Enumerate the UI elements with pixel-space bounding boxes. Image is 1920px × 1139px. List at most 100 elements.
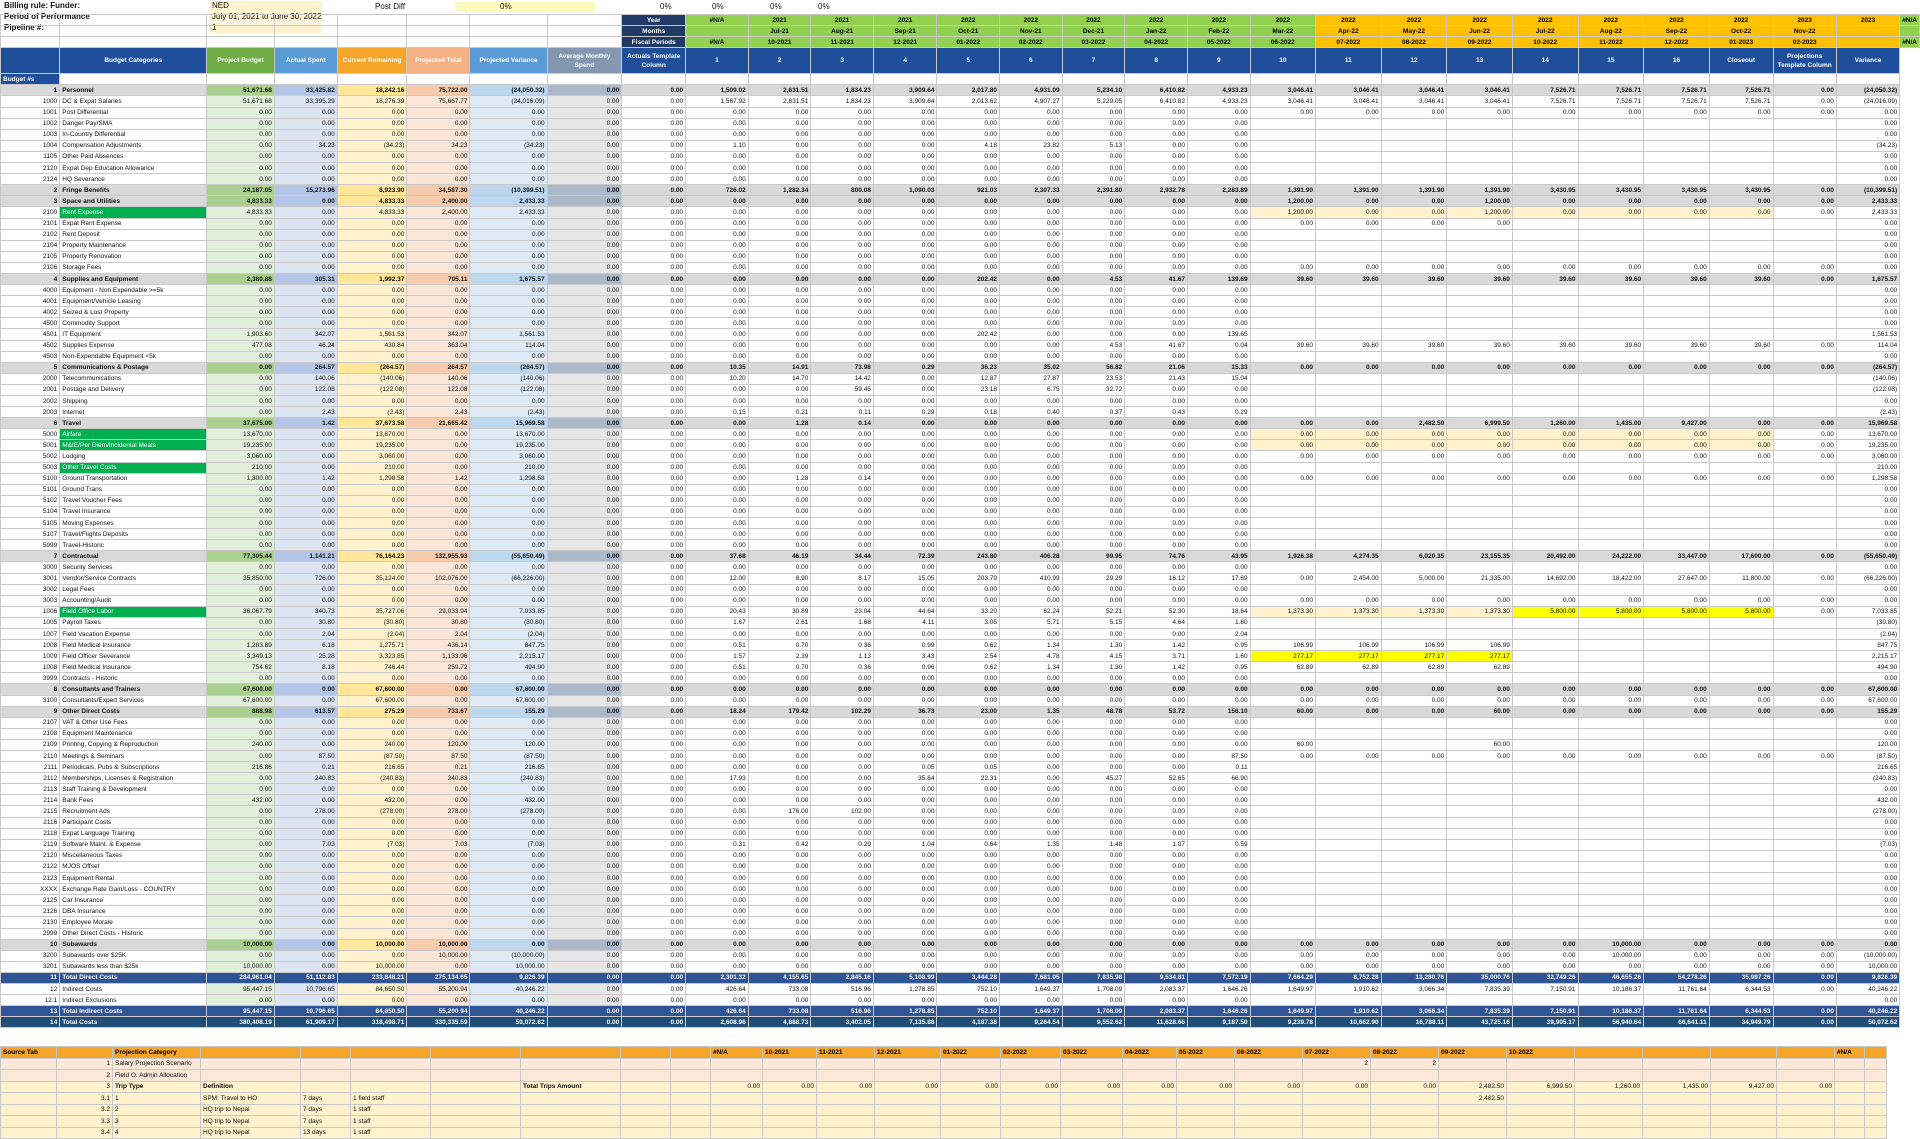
footer-cell[interactable] [1438, 1115, 1507, 1128]
value-cell[interactable]: 0.14 [810, 417, 874, 430]
value-cell[interactable]: 0.00 [747, 195, 812, 208]
value-cell[interactable]: 0.00 [685, 417, 749, 430]
value-cell[interactable]: 0.00 [810, 306, 874, 319]
value-cell[interactable]: 0.00 [810, 250, 874, 263]
value-cell[interactable]: 140.06 [273, 372, 338, 385]
value-cell[interactable]: 46.24 [273, 339, 338, 352]
value-cell[interactable]: 39.60 [1380, 272, 1448, 286]
value-cell[interactable]: 10,186.37 [1577, 982, 1645, 996]
value-cell[interactable]: 2.54 [936, 650, 1001, 663]
footer-cell[interactable]: 0.00 [1302, 1080, 1371, 1093]
value-cell[interactable]: 0.00 [747, 727, 812, 740]
value-cell[interactable]: 3.43 [872, 650, 938, 663]
value-cell[interactable]: 1,260.00 [1511, 417, 1579, 430]
value-cell[interactable]: 0.00 [1124, 228, 1189, 241]
value-cell[interactable]: 0.00 [406, 306, 471, 319]
value-cell[interactable]: 0.00 [1315, 683, 1382, 696]
value-cell[interactable] [1446, 672, 1513, 685]
value-cell[interactable]: 12.00 [685, 572, 749, 585]
value-cell[interactable]: 0.00 [1124, 162, 1189, 175]
value-cell[interactable]: 0.00 [621, 228, 687, 241]
value-cell[interactable]: 9,187.50 [1187, 1016, 1251, 1029]
value-cell[interactable]: 0.00 [1124, 394, 1189, 408]
value-cell[interactable]: 0.00 [546, 772, 623, 785]
footer-cell[interactable] [0, 1126, 57, 1139]
value-cell[interactable]: 0.00 [1187, 106, 1251, 119]
value-cell[interactable]: 0.00 [273, 439, 338, 452]
value-cell[interactable] [1577, 128, 1645, 141]
value-cell[interactable] [1577, 239, 1645, 252]
value-cell[interactable]: 0.00 [273, 217, 338, 230]
value-cell[interactable] [1446, 517, 1513, 530]
value-cell[interactable]: 0.00 [747, 284, 812, 297]
value-cell[interactable] [1511, 117, 1579, 130]
value-cell[interactable]: (140.06) [1835, 372, 1901, 385]
budget-line-row[interactable]: 2126 DBA Insurance 0.00 0.00 0.00 0.00 0.00 0.0… [0, 905, 1920, 918]
value-cell[interactable]: 0.00 [546, 1005, 623, 1018]
value-cell[interactable] [1772, 394, 1837, 408]
value-cell[interactable] [1772, 905, 1837, 918]
value-cell[interactable]: 0.00 [469, 916, 548, 929]
value-cell[interactable] [1315, 849, 1382, 862]
value-cell[interactable]: 0.00 [621, 872, 687, 885]
value-cell[interactable]: 0.00 [1249, 450, 1317, 463]
budget-line-row[interactable]: 1004 Compensation Adjustments 0.00 34.23 (34… [0, 139, 1920, 152]
value-cell[interactable]: 1.67 [685, 616, 749, 629]
value-cell[interactable]: 0.00 [999, 150, 1063, 164]
value-cell[interactable]: 1.42 [273, 472, 338, 485]
footer-cell[interactable] [430, 1069, 521, 1082]
value-cell[interactable]: 0.00 [810, 195, 874, 208]
value-cell[interactable]: 35,997.26 [1708, 971, 1774, 984]
value-cell[interactable] [1772, 117, 1837, 130]
value-cell[interactable]: 0.00 [1315, 949, 1382, 962]
value-cell[interactable]: 0.00 [336, 228, 408, 241]
value-cell[interactable]: 0.00 [206, 749, 275, 763]
value-cell[interactable]: 0.00 [469, 894, 548, 907]
value-cell[interactable]: 0.00 [1249, 749, 1317, 763]
value-cell[interactable]: 0.00 [936, 738, 1001, 752]
value-cell[interactable] [1708, 716, 1774, 729]
value-cell[interactable]: 0.00 [999, 994, 1063, 1007]
value-cell[interactable]: 0.00 [1249, 472, 1317, 485]
value-cell[interactable]: 0.00 [206, 394, 275, 408]
value-cell[interactable]: 10,000.00 [206, 938, 275, 951]
value-cell[interactable]: 11,628.66 [1124, 1016, 1189, 1029]
value-cell[interactable]: 0.00 [810, 849, 874, 862]
value-cell[interactable]: 0.00 [546, 272, 623, 286]
value-cell[interactable]: 0.00 [621, 938, 687, 951]
value-cell[interactable]: 0.00 [546, 938, 623, 951]
value-cell[interactable]: 0.00 [1577, 361, 1645, 374]
value-cell[interactable]: 0.00 [1187, 483, 1251, 496]
value-cell[interactable] [1249, 483, 1317, 496]
value-cell[interactable]: 0.00 [1643, 261, 1710, 274]
value-cell[interactable] [1249, 994, 1317, 1007]
value-cell[interactable]: 0.00 [1124, 849, 1189, 862]
value-cell[interactable]: 0.00 [999, 938, 1063, 951]
value-cell[interactable]: 1,992.37 [336, 272, 408, 286]
value-cell[interactable]: 10,000.00 [206, 960, 275, 973]
value-cell[interactable]: 2,454.00 [1315, 572, 1382, 585]
value-cell[interactable]: 0.00 [1315, 195, 1382, 208]
value-cell[interactable]: 0.00 [872, 561, 938, 574]
value-cell[interactable]: 0.00 [1187, 805, 1251, 818]
footer-cell[interactable] [874, 1092, 941, 1105]
value-cell[interactable]: 0.00 [621, 417, 687, 430]
value-cell[interactable] [1643, 350, 1710, 363]
value-cell[interactable]: 34,587.30 [406, 184, 471, 197]
value-cell[interactable]: 0.00 [936, 694, 1001, 707]
footer-cell[interactable]: 0.00 [1370, 1080, 1439, 1093]
value-cell[interactable] [1315, 350, 1382, 363]
value-cell[interactable]: 0.00 [546, 572, 623, 585]
value-cell[interactable]: 13,670.00 [469, 428, 548, 441]
value-cell[interactable]: 0.00 [621, 95, 687, 108]
value-cell[interactable] [1249, 162, 1317, 175]
value-cell[interactable]: 0.00 [1577, 428, 1645, 441]
value-cell[interactable]: 752.10 [936, 1005, 1001, 1018]
value-cell[interactable]: 0.00 [685, 128, 749, 141]
value-cell[interactable]: 0.00 [546, 539, 623, 552]
value-cell[interactable]: 37,675.00 [206, 417, 275, 430]
value-cell[interactable] [1380, 927, 1448, 940]
value-cell[interactable] [1643, 905, 1710, 918]
value-cell[interactable]: 0.00 [546, 372, 623, 385]
value-cell[interactable]: 0.00 [1187, 927, 1251, 940]
